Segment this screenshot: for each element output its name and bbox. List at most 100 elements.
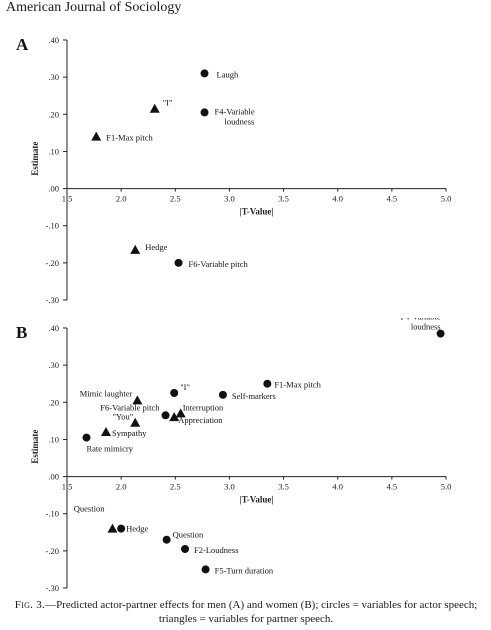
data-point-label: Mimic laughter (80, 388, 133, 398)
data-point-triangle (130, 417, 141, 427)
x-tick-label: 5.0 (441, 194, 452, 204)
data-point-label-line: Mimic laughter (80, 388, 133, 398)
data-point-label-line: loudness (225, 116, 255, 126)
data-point-label: Question (173, 530, 204, 540)
y-tick-label: .10 (48, 146, 59, 156)
y-tick-label: .10 (48, 434, 59, 444)
data-point-label: F1-Max pitch (106, 133, 153, 143)
y-axis-label: Estimate (30, 142, 40, 176)
journal-header: American Journal of Sociology (6, 0, 182, 15)
data-point-label-line: Hedge (126, 524, 148, 534)
data-point-label-line: "You" (112, 412, 133, 422)
data-point-triangle (169, 412, 180, 422)
x-tick-label: 3.5 (278, 194, 289, 204)
data-point-label-line: Appreciation (178, 415, 223, 425)
y-tick-label: .20 (48, 397, 59, 407)
y-axis-label: Estimate (30, 430, 40, 464)
data-point-circle (263, 379, 272, 388)
data-point-label-line: Hedge (145, 242, 167, 252)
x-axis-label: |T-Value| (240, 207, 274, 217)
data-point-label: Question (74, 504, 105, 514)
y-tick-label: .00 (48, 184, 59, 194)
data-point-circle (170, 389, 179, 397)
data-point-triangle (149, 103, 160, 113)
data-point-circle (117, 524, 126, 533)
data-point-label-line: F6-Variable pitch (189, 259, 249, 269)
data-point-triangle (175, 408, 186, 418)
data-point-circle (436, 329, 445, 338)
data-point-label-line: Question (173, 530, 204, 540)
y-tick-label: -.30 (46, 583, 59, 593)
y-tick-label: .40 (48, 323, 59, 333)
y-tick-label: -.10 (46, 509, 59, 519)
data-point-label-line: Sympathy (112, 428, 147, 438)
x-tick-label: 3.0 (224, 482, 235, 492)
data-point-label: "I" (180, 382, 190, 392)
data-point-circle (200, 108, 209, 117)
y-tick-label: .30 (48, 360, 59, 370)
data-point-label-line: "I" (180, 382, 190, 392)
data-point-circle (174, 258, 183, 267)
x-tick-label: 1.5 (62, 482, 73, 492)
data-point-label-line: F5-Turn duration (215, 565, 274, 575)
data-point-label: Hedge (145, 242, 167, 252)
x-tick-label: 4.0 (332, 482, 343, 492)
caption-lead: Fig. 3. (14, 599, 46, 611)
x-axis-label: |T-Value| (240, 495, 274, 505)
data-point-label: F5-Turn duration (215, 565, 274, 575)
x-tick-label: 1.5 (62, 194, 73, 204)
data-point-triangle (100, 427, 111, 436)
panel-b-chart: .40 .30 .20 .10 .00 -.10 -.20 -.30 1.5 2.0 2.5 3.0 3… (16, 318, 451, 593)
data-point-triangle (107, 523, 118, 533)
data-point-label: F2-Loudness (194, 545, 238, 555)
data-point-circle (161, 411, 170, 420)
y-tick-label: -.30 (46, 295, 59, 305)
data-point-label-line: F6-Variable pitch (100, 402, 160, 412)
caption-text: —Predicted actor-partner effects for men… (45, 599, 478, 625)
panel-label: B (16, 323, 27, 342)
data-point-label: Hedge (126, 524, 148, 534)
data-point-label-line: loudness (411, 322, 441, 332)
data-point-triangle (132, 395, 143, 405)
x-tick-label: 3.0 (224, 194, 235, 204)
figure-caption: Fig. 3.—Predicted actor-partner effects … (6, 598, 486, 626)
x-tick-label: 2.5 (170, 482, 181, 492)
data-point-triangle (91, 131, 102, 141)
x-tick-label: 3.5 (278, 482, 289, 492)
y-tick-label: -.20 (46, 258, 59, 268)
data-point-label: Interruption (183, 402, 224, 412)
panel-a-chart: .40 .30 .20 .10 .00 -.10 -.20 -.30 1.5 2.0 2.5 3.0 3… (16, 35, 452, 305)
y-tick-label: .20 (48, 109, 59, 119)
y-tick-label: .40 (48, 35, 59, 45)
data-point-circle (82, 433, 91, 442)
data-point-label-line: Interruption (183, 402, 224, 412)
x-tick-label: 4.5 (387, 194, 398, 204)
data-point-circle (162, 535, 171, 544)
panel-label: A (16, 35, 29, 54)
x-tick-label: 4.0 (332, 194, 343, 204)
data-point-label-line: F4-Variable (400, 318, 440, 322)
data-point-label: Laugh (217, 69, 239, 79)
data-point-label: Rate mimicry (86, 444, 133, 454)
data-point-label-line: F1-Max pitch (274, 380, 321, 390)
data-point-label-line: F4-Variable (215, 106, 255, 116)
data-point-label: F1-Max pitch (274, 380, 321, 390)
data-point-circle (218, 390, 227, 399)
x-tick-label: 2.0 (116, 194, 127, 204)
data-point-label: F6-Variable pitch (189, 259, 249, 269)
data-point-label: Sympathy (112, 428, 147, 438)
data-point-label-line: F2-Loudness (194, 545, 238, 555)
data-point-label-line: Question (74, 504, 105, 514)
data-point-circle (201, 565, 210, 574)
x-tick-label: 2.0 (116, 482, 127, 492)
data-point-label: Appreciation (178, 415, 223, 425)
data-point-label: "You" (112, 412, 133, 422)
data-point-label-line: Rate mimicry (86, 444, 133, 454)
y-tick-label: -.20 (46, 546, 59, 556)
data-point-triangle (130, 244, 141, 254)
data-point-label-line: Self-markers (232, 391, 276, 401)
data-point-circle (181, 545, 190, 553)
y-tick-label: .30 (48, 72, 59, 82)
